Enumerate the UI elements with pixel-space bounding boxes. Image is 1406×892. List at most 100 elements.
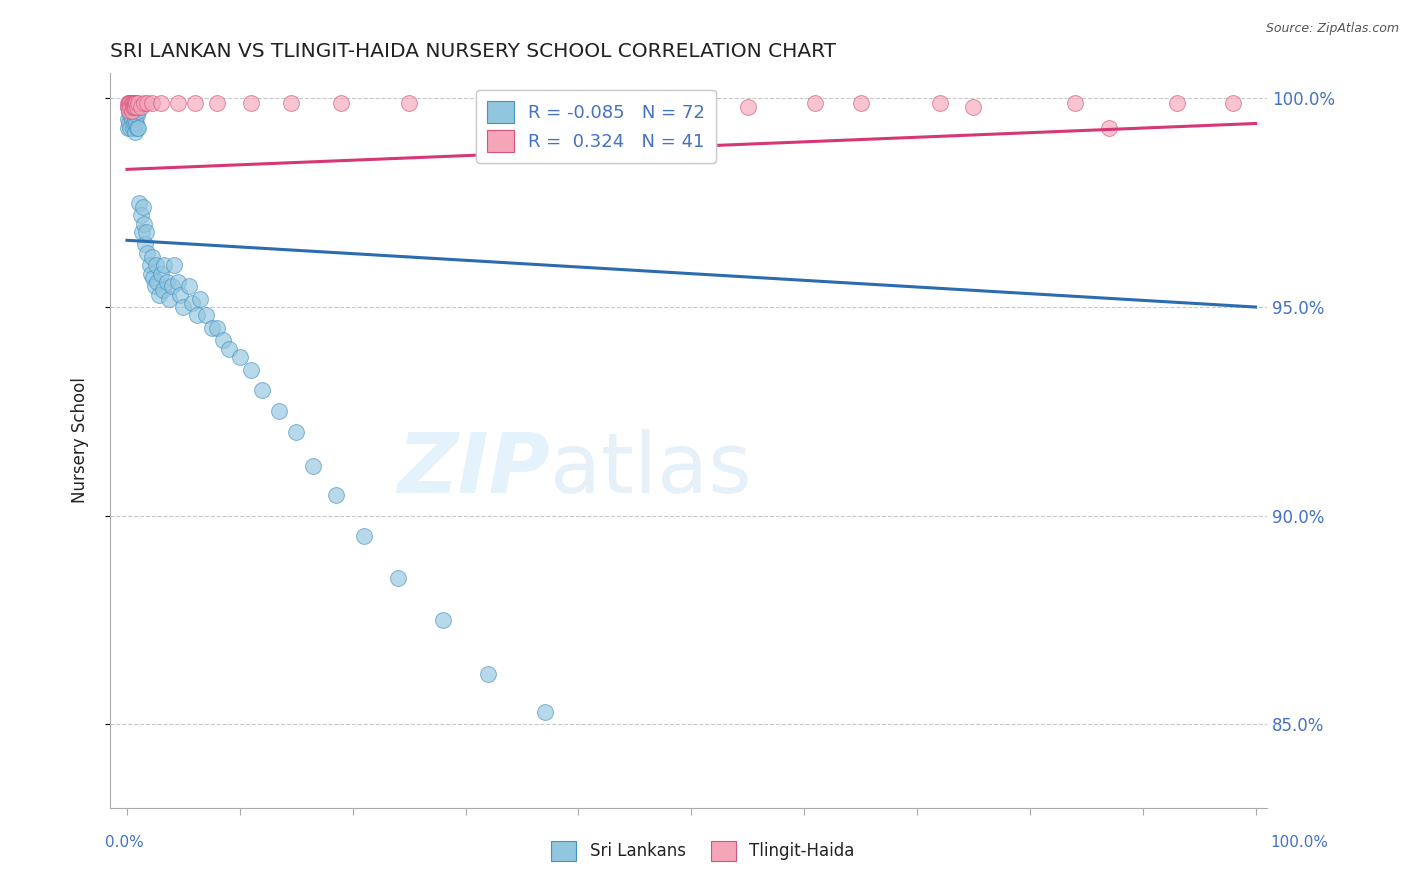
Point — [129, 100, 152, 114]
Point — [142, 270, 165, 285]
Point — [120, 100, 142, 114]
Point — [692, 95, 714, 110]
Point — [353, 529, 375, 543]
Point — [121, 103, 143, 118]
Point — [139, 267, 162, 281]
Point — [118, 95, 141, 110]
Point — [387, 571, 409, 585]
Point — [120, 100, 142, 114]
Point — [129, 208, 152, 222]
Point — [330, 95, 353, 110]
Point — [477, 95, 499, 110]
Point — [122, 100, 145, 114]
Point — [122, 100, 145, 114]
Point — [166, 95, 188, 110]
Point — [127, 103, 149, 118]
Point — [160, 279, 183, 293]
Point — [127, 108, 149, 122]
Point — [229, 350, 252, 364]
Point — [1098, 120, 1121, 135]
Point — [302, 458, 325, 473]
Point — [118, 95, 141, 110]
Point — [849, 95, 872, 110]
Point — [125, 103, 148, 118]
Point — [218, 342, 240, 356]
Point — [153, 258, 176, 272]
Point — [398, 95, 420, 110]
Point — [124, 95, 146, 110]
Point — [125, 95, 148, 110]
Point — [118, 103, 141, 118]
Text: Source: ZipAtlas.com: Source: ZipAtlas.com — [1265, 22, 1399, 36]
Point — [212, 334, 235, 348]
Point — [121, 95, 143, 110]
Point — [240, 95, 263, 110]
Point — [155, 275, 177, 289]
Point — [183, 95, 205, 110]
Point — [141, 95, 163, 110]
Point — [578, 95, 600, 110]
Point — [533, 705, 555, 719]
Point — [149, 267, 172, 281]
Point — [207, 95, 229, 110]
Point — [134, 237, 156, 252]
Point — [127, 120, 149, 135]
Point — [120, 108, 142, 122]
Point — [121, 112, 143, 127]
Legend: R = -0.085   N = 72, R =  0.324   N = 41: R = -0.085 N = 72, R = 0.324 N = 41 — [475, 90, 716, 162]
Point — [117, 120, 139, 135]
Point — [124, 100, 146, 114]
Y-axis label: Nursery School: Nursery School — [72, 377, 89, 503]
Point — [1064, 95, 1087, 110]
Point — [143, 279, 166, 293]
Point — [135, 225, 157, 239]
Point — [737, 100, 759, 114]
Point — [125, 116, 148, 130]
Point — [146, 275, 169, 289]
Text: SRI LANKAN VS TLINGIT-HAIDA NURSERY SCHOOL CORRELATION CHART: SRI LANKAN VS TLINGIT-HAIDA NURSERY SCHO… — [110, 42, 837, 61]
Point — [157, 292, 180, 306]
Point — [117, 95, 139, 110]
Point — [117, 100, 139, 114]
Point — [928, 95, 950, 110]
Point — [138, 258, 160, 272]
Point — [1222, 95, 1244, 110]
Point — [131, 225, 153, 239]
Point — [127, 95, 149, 110]
Point — [132, 200, 155, 214]
Point — [177, 279, 200, 293]
Point — [190, 292, 212, 306]
Point — [201, 321, 224, 335]
Point — [121, 100, 143, 114]
Point — [148, 287, 170, 301]
Point — [127, 100, 149, 114]
Point — [186, 309, 208, 323]
Point — [117, 100, 139, 114]
Point — [285, 425, 308, 440]
Point — [122, 95, 145, 110]
Point — [124, 112, 146, 127]
Point — [181, 296, 204, 310]
Point — [169, 287, 191, 301]
Point — [804, 95, 827, 110]
Point — [141, 250, 163, 264]
Point — [121, 95, 143, 110]
Point — [240, 362, 263, 376]
Point — [252, 384, 274, 398]
Point — [269, 404, 291, 418]
Point — [132, 95, 155, 110]
Point — [136, 95, 159, 110]
Point — [121, 120, 143, 135]
Point — [120, 120, 142, 135]
Point — [121, 100, 143, 114]
Point — [121, 95, 143, 110]
Text: 0.0%: 0.0% — [105, 836, 145, 850]
Point — [127, 120, 149, 135]
Point — [166, 275, 188, 289]
Point — [962, 100, 984, 114]
Text: 100.0%: 100.0% — [1271, 836, 1329, 850]
Point — [145, 258, 167, 272]
Point — [1166, 95, 1188, 110]
Text: atlas: atlas — [550, 429, 751, 510]
Point — [118, 103, 141, 118]
